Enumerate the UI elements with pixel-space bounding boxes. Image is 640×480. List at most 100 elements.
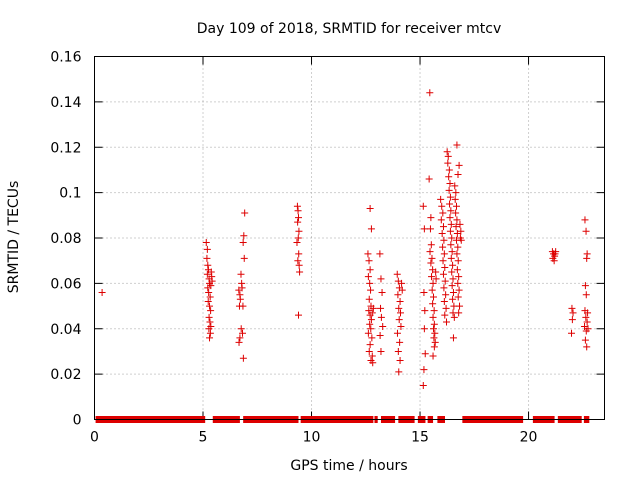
data-point: [395, 316, 403, 324]
data-point: [449, 288, 457, 296]
data-point: [396, 357, 404, 365]
data-point: [238, 284, 246, 292]
data-point: [456, 302, 464, 310]
data-point: [366, 320, 374, 328]
data-point: [293, 239, 301, 247]
data-point: [441, 277, 449, 285]
data-point: [450, 313, 458, 321]
data-point: [427, 259, 435, 267]
data-point: [369, 304, 377, 312]
data-point: [429, 293, 437, 301]
data-point: [420, 366, 428, 374]
data-point: [377, 304, 385, 312]
data-point: [454, 257, 462, 265]
data-point: [203, 270, 211, 278]
data-point: [449, 295, 457, 303]
data-point: [582, 313, 590, 321]
x-tick-label: 20: [520, 430, 538, 446]
data-point: [440, 250, 448, 258]
data-point: [205, 288, 213, 296]
data-point: [428, 254, 436, 262]
data-point: [429, 352, 437, 360]
data-point: [446, 180, 454, 188]
data-point: [447, 254, 455, 262]
data-point: [442, 304, 450, 312]
data-point: [431, 338, 439, 346]
data-point: [454, 293, 462, 301]
data-point: [396, 338, 404, 346]
data-point: [203, 254, 211, 262]
data-point: [457, 236, 465, 244]
data-point: [379, 322, 387, 330]
data-point: [432, 275, 440, 283]
data-point: [377, 313, 385, 321]
data-point: [568, 316, 576, 324]
data-point: [457, 227, 465, 235]
data-point: [453, 250, 461, 258]
data-point: [439, 223, 447, 231]
data-point: [378, 288, 386, 296]
data-point: [294, 207, 302, 215]
data-point: [294, 218, 302, 226]
data-point: [430, 343, 438, 351]
data-point: [365, 347, 373, 355]
data-point: [394, 347, 402, 355]
data-point: [205, 313, 213, 321]
data-point: [448, 234, 456, 242]
data-point: [446, 214, 454, 222]
data-point: [202, 239, 210, 247]
data-point: [369, 359, 377, 367]
data-point: [398, 286, 406, 294]
y-tick-label: 0.02: [50, 367, 81, 383]
data-point: [583, 343, 591, 351]
data-point: [440, 284, 448, 292]
y-tick-label: 0.14: [50, 95, 81, 111]
data-point: [206, 318, 214, 326]
data-point: [438, 229, 446, 237]
y-tick-label: 0.06: [50, 276, 81, 292]
data-point: [397, 322, 405, 330]
data-point: [366, 205, 374, 213]
data-point: [294, 257, 302, 265]
data-point: [239, 354, 247, 362]
data-point: [445, 166, 453, 174]
data-point: [448, 248, 456, 256]
data-point: [427, 214, 435, 222]
data-point: [447, 241, 455, 249]
data-point: [377, 275, 385, 283]
data-point: [455, 273, 463, 281]
data-point: [581, 336, 589, 344]
data-point: [443, 148, 451, 156]
data-point: [367, 225, 375, 233]
data-point: [239, 302, 247, 310]
data-point: [569, 309, 577, 317]
data-point: [365, 295, 373, 303]
x-tick-label: 10: [303, 430, 321, 446]
data-point: [421, 307, 429, 315]
data-point: [446, 193, 454, 201]
data-point: [453, 266, 461, 274]
data-point: [455, 309, 463, 317]
data-point: [420, 288, 428, 296]
data-point: [448, 282, 456, 290]
data-point: [295, 250, 303, 258]
data-point: [449, 334, 457, 342]
data-point: [98, 288, 106, 296]
data-point: [444, 159, 452, 167]
data-point: [454, 170, 462, 178]
data-point: [206, 334, 214, 342]
data-point: [207, 282, 215, 290]
data-point: [444, 152, 452, 160]
data-point: [367, 316, 375, 324]
y-tick-label: 0.08: [50, 231, 81, 247]
data-point: [430, 307, 438, 315]
data-point: [426, 225, 434, 233]
data-point: [206, 293, 214, 301]
data-point: [393, 329, 401, 337]
data-point: [441, 311, 449, 319]
data-point: [583, 254, 591, 262]
data-point: [364, 329, 372, 337]
data-point: [438, 202, 446, 210]
data-point: [584, 309, 592, 317]
grid-lines: [94, 56, 605, 420]
